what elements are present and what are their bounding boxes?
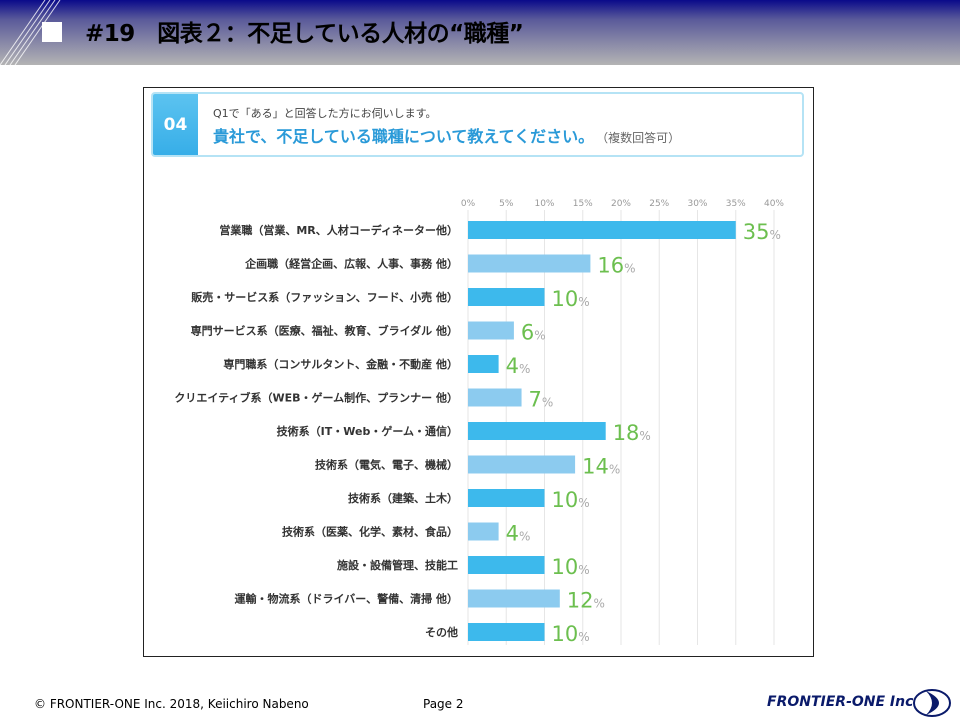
category-label: 専門サービス系（医療、福祉、教育、ブライダル 他） (191, 324, 458, 338)
question-text: 貴社で、不足している職種について教えてください。 （複数回答可） (213, 123, 680, 147)
bar (468, 589, 560, 608)
data-label: 10% (552, 622, 590, 646)
bar (468, 388, 522, 407)
slide-title: #19 図表２：不足している人材の“職種” (85, 21, 524, 47)
x-tick-label: 40% (764, 199, 784, 209)
company-logo-text: FRONTIER-ONE Inc. (767, 694, 919, 710)
bar (468, 489, 545, 507)
x-tick-label: 0% (461, 199, 476, 209)
question-number: 04 (153, 94, 198, 155)
data-label: 4% (506, 354, 531, 378)
data-label: 7% (529, 388, 554, 412)
bar (468, 455, 576, 474)
category-label: 技術系（電気、電子、機械） (315, 458, 458, 472)
category-label: 企画職（経営企画、広報、人事、事務 他） (244, 257, 458, 271)
question-main: 貴社で、不足している職種について教えてください。 (213, 127, 595, 146)
bar (468, 355, 499, 373)
x-tick-label: 20% (611, 199, 631, 209)
data-label: 6% (521, 321, 546, 345)
category-label: 営業職（営業、MR、人材コーディネーター他） (219, 223, 458, 237)
category-label: 施設・設備管理、技能工 (337, 558, 458, 572)
category-label: 技術系（IT・Web・ゲーム・通信） (277, 424, 458, 438)
bar (468, 623, 545, 641)
bar (468, 288, 545, 306)
x-tick-label: 30% (687, 199, 707, 209)
data-label: 10% (552, 287, 590, 311)
category-label: 技術系（医薬、化学、素材、食品） (282, 525, 458, 539)
question-subtext: Q1で「ある」と回答した方にお伺いします。 (213, 107, 437, 120)
category-label: その他 (425, 625, 458, 639)
data-label: 12% (567, 589, 605, 613)
slide-header: #19 図表２：不足している人材の“職種” (0, 0, 960, 65)
data-label: 4% (506, 522, 531, 546)
category-label: 技術系（建築、土木） (348, 491, 458, 505)
data-label: 10% (552, 488, 590, 512)
x-tick-label: 10% (534, 199, 554, 209)
category-label: クリエイティブ系（WEB・ゲーム制作、プランナー 他） (174, 391, 458, 405)
question-note: （複数回答可） (602, 131, 681, 145)
company-logo-icon (913, 689, 951, 717)
x-tick-label: 35% (726, 199, 746, 209)
footer-copyright: © FRONTIER-ONE Inc. 2018, Keiichiro Nabe… (34, 697, 309, 711)
bar (468, 321, 514, 340)
category-label: 販売・サービス系（ファッション、フード、小売 他） (191, 290, 458, 304)
decorative-lines-icon (0, 0, 61, 65)
data-label: 16% (597, 254, 635, 278)
title-square-icon (42, 22, 62, 42)
bar (468, 254, 591, 273)
bar (468, 522, 499, 541)
x-tick-label: 5% (499, 199, 514, 209)
category-label: 専門職系（コンサルタント、金融・不動産 他） (223, 357, 458, 371)
data-label: 14% (582, 455, 620, 479)
x-tick-label: 25% (649, 199, 669, 209)
data-label: 18% (613, 421, 651, 445)
bar (468, 422, 606, 440)
chart-frame (143, 87, 814, 657)
question-box: 04 Q1で「ある」と回答した方にお伺いします。 貴社で、不足している職種につい… (151, 92, 804, 157)
category-label: 運輸・物流系（ドライバー、警備、清掃 他） (235, 592, 459, 606)
bar (468, 221, 736, 239)
data-label: 35% (743, 220, 781, 244)
bar (468, 556, 545, 574)
x-tick-label: 15% (573, 199, 593, 209)
data-label: 10% (552, 555, 590, 579)
footer-page-number: Page 2 (423, 697, 464, 711)
